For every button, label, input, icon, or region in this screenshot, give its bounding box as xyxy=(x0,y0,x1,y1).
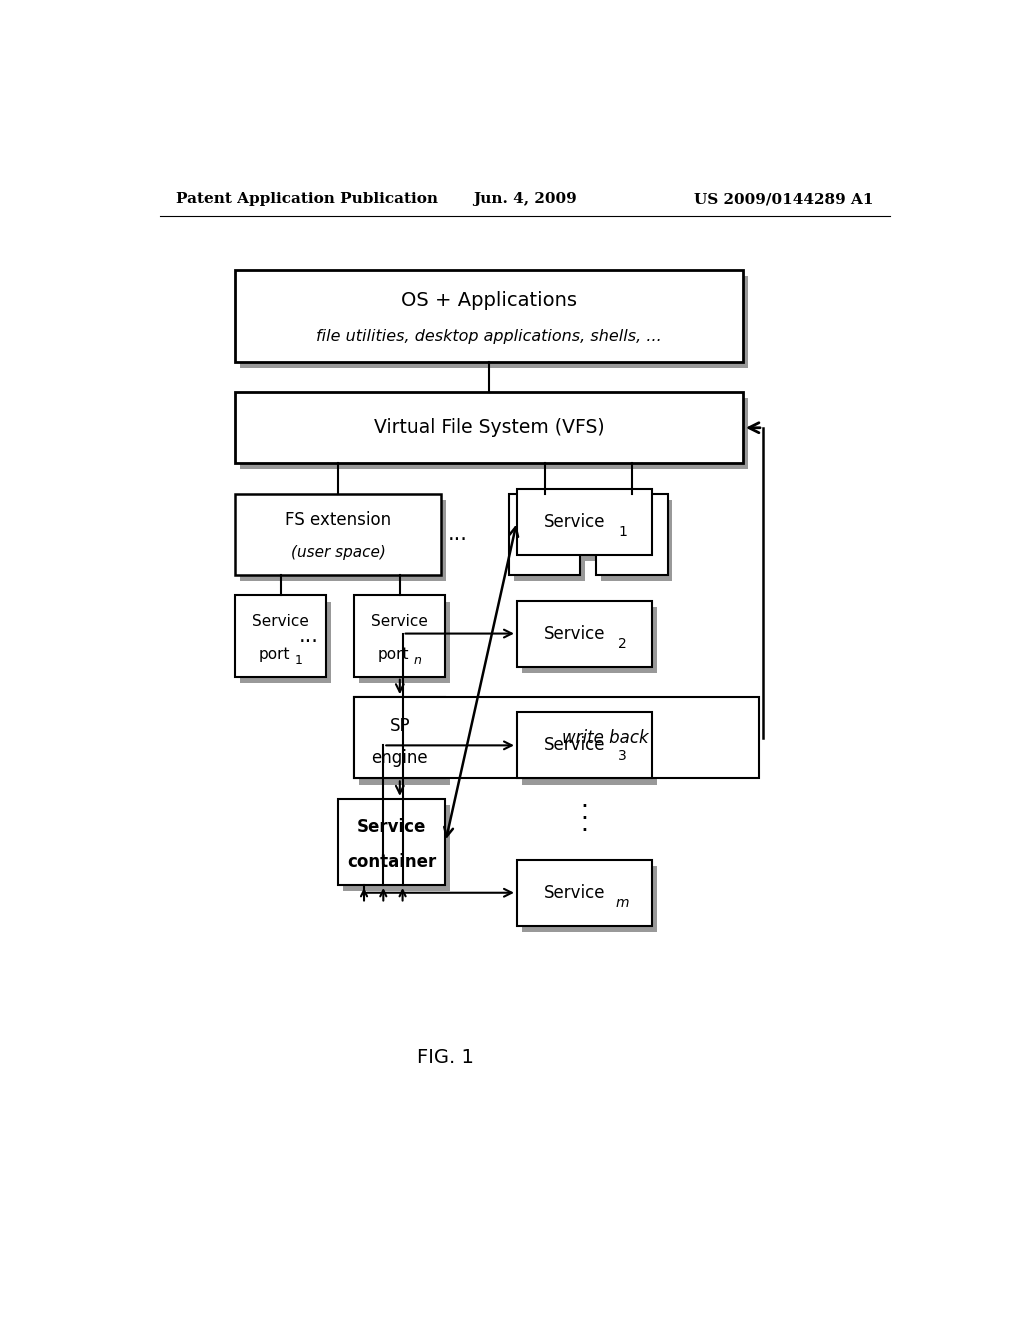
Text: Patent Application Publication: Patent Application Publication xyxy=(176,191,437,206)
FancyBboxPatch shape xyxy=(521,866,656,932)
FancyBboxPatch shape xyxy=(359,602,451,682)
Text: write back: write back xyxy=(562,729,648,747)
Text: ...: ... xyxy=(447,524,467,544)
FancyBboxPatch shape xyxy=(509,494,581,576)
FancyBboxPatch shape xyxy=(354,595,445,677)
FancyBboxPatch shape xyxy=(236,494,441,576)
Text: 1: 1 xyxy=(294,653,302,667)
FancyBboxPatch shape xyxy=(517,488,652,554)
Text: 3: 3 xyxy=(618,748,627,763)
Text: Service: Service xyxy=(372,614,428,628)
Text: Service: Service xyxy=(544,624,605,643)
FancyBboxPatch shape xyxy=(240,276,748,368)
Text: ·: · xyxy=(581,795,589,818)
Text: m: m xyxy=(615,896,629,909)
Text: file utilities, desktop applications, shells, ...: file utilities, desktop applications, sh… xyxy=(316,330,662,345)
FancyBboxPatch shape xyxy=(240,399,748,470)
FancyBboxPatch shape xyxy=(521,607,656,673)
Text: 2: 2 xyxy=(618,636,627,651)
FancyBboxPatch shape xyxy=(521,495,656,561)
Text: ·: · xyxy=(581,807,589,832)
Text: 1: 1 xyxy=(617,525,627,539)
FancyBboxPatch shape xyxy=(236,392,743,463)
Text: FIG. 1: FIG. 1 xyxy=(417,1048,474,1068)
Text: engine: engine xyxy=(372,748,428,767)
Text: Service: Service xyxy=(357,818,427,837)
FancyBboxPatch shape xyxy=(354,697,445,779)
Text: n: n xyxy=(414,653,421,667)
FancyBboxPatch shape xyxy=(601,500,673,581)
FancyBboxPatch shape xyxy=(240,500,446,581)
FancyBboxPatch shape xyxy=(236,271,743,362)
Text: Service: Service xyxy=(544,737,605,754)
FancyBboxPatch shape xyxy=(236,595,327,677)
FancyBboxPatch shape xyxy=(517,713,652,779)
Text: FS extension: FS extension xyxy=(286,511,391,529)
Text: (user space): (user space) xyxy=(291,545,386,560)
FancyBboxPatch shape xyxy=(338,799,445,886)
Text: port: port xyxy=(378,647,410,663)
FancyBboxPatch shape xyxy=(354,697,759,779)
FancyBboxPatch shape xyxy=(521,718,656,784)
Text: US 2009/0144289 A1: US 2009/0144289 A1 xyxy=(694,191,873,206)
FancyBboxPatch shape xyxy=(359,704,451,784)
FancyBboxPatch shape xyxy=(514,500,585,581)
Text: container: container xyxy=(347,853,436,871)
Text: Virtual File System (VFS): Virtual File System (VFS) xyxy=(374,418,604,437)
FancyBboxPatch shape xyxy=(517,859,652,925)
Text: ·: · xyxy=(581,820,589,843)
Text: Service: Service xyxy=(252,614,309,628)
Text: OS + Applications: OS + Applications xyxy=(401,290,578,310)
Text: SP: SP xyxy=(389,717,411,734)
Text: port: port xyxy=(259,647,290,663)
Text: Jun. 4, 2009: Jun. 4, 2009 xyxy=(473,191,577,206)
FancyBboxPatch shape xyxy=(343,805,451,891)
FancyBboxPatch shape xyxy=(240,602,331,682)
FancyBboxPatch shape xyxy=(596,494,668,576)
FancyBboxPatch shape xyxy=(517,601,652,667)
Text: ...: ... xyxy=(299,626,318,645)
Text: Service: Service xyxy=(544,512,605,531)
Text: Service: Service xyxy=(544,884,605,902)
